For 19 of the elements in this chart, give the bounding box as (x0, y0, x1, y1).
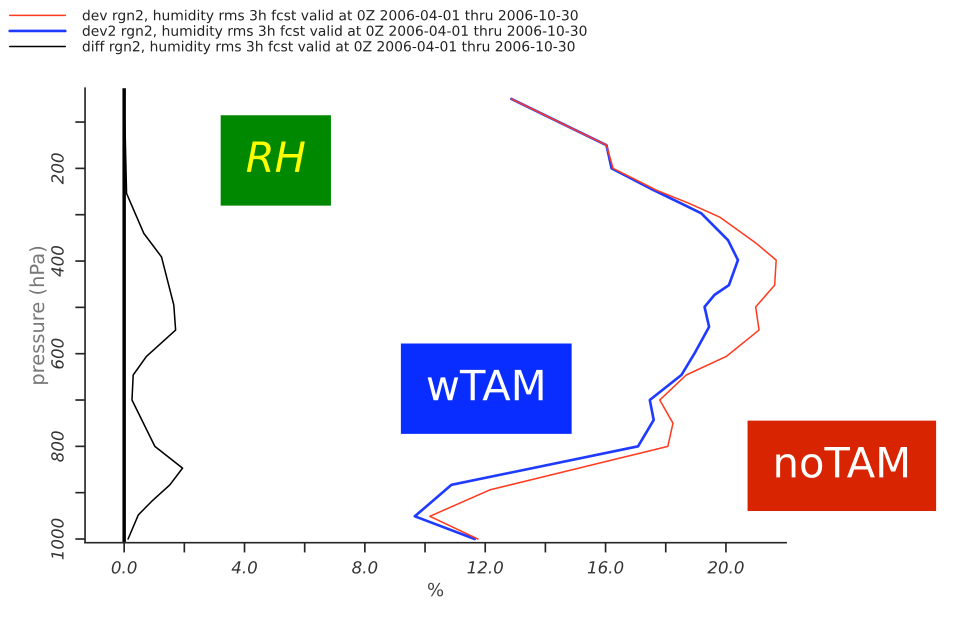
x-tick-label: 0.0 (112, 561, 137, 574)
y-tick-label: 800 (51, 431, 64, 462)
y-tick-label: 1000 (51, 518, 64, 560)
annotation: RH (246, 142, 305, 172)
x-tick-label: 16.0 (588, 561, 624, 574)
x-axis-title: % (428, 582, 444, 596)
legend-label: diff rgn2, humidity rms 3h fcst valid at 0Z 2006-04-01 thru 2006-10-30 (82, 40, 575, 54)
y-tick-label: 600 (51, 338, 64, 369)
x-tick-label: 4.0 (232, 561, 257, 574)
y-axis-title: pressure (hPa) (29, 246, 48, 384)
y-tick-label: 400 (51, 246, 64, 277)
x-tick-label: 12.0 (467, 561, 503, 574)
x-tick-label: 8.0 (352, 561, 378, 574)
x-tick-label: 20.0 (707, 561, 744, 574)
legend-label: dev2 rgn2, humidity rms 3h fcst valid at 0Z 2006-04-01 thru 2006-10-30 (82, 25, 587, 39)
y-tick-label: 200 (51, 153, 64, 184)
annotation: wTAM (428, 370, 543, 400)
legend-label: dev rgn2, humidity rms 3h fcst valid at 0Z 2006-04-01 thru 2006-10-30 (82, 10, 578, 24)
annotation: noTAM (776, 446, 908, 478)
